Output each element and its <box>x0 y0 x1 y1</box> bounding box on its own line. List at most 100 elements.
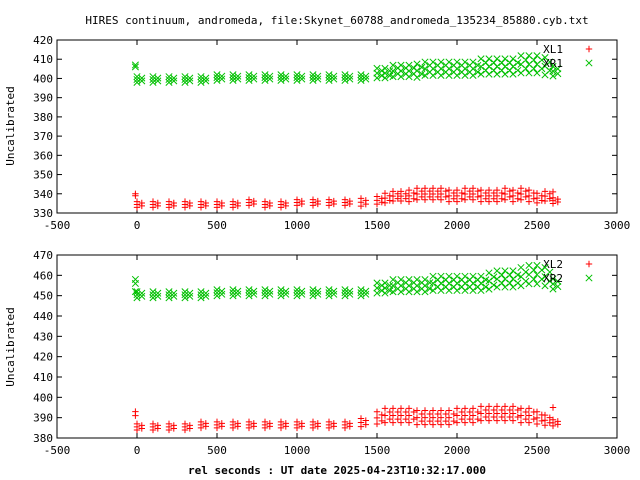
data-point-cross <box>421 65 429 73</box>
data-point-cross <box>277 286 285 294</box>
data-point-plus <box>234 199 241 207</box>
data-point-plus <box>482 406 489 414</box>
y-tick-label: 420 <box>33 351 53 364</box>
data-point-plus <box>485 186 493 194</box>
data-point-plus <box>506 406 513 414</box>
data-point-plus <box>538 417 545 425</box>
data-point-cross <box>413 67 421 75</box>
data-point-plus <box>132 192 139 199</box>
data-point-cross <box>413 73 421 81</box>
data-point-plus <box>410 195 417 202</box>
data-point-plus <box>389 412 397 419</box>
data-point-cross <box>181 288 189 296</box>
data-point-cross <box>325 289 333 297</box>
legend-marker <box>585 45 593 53</box>
data-point-plus <box>522 408 529 416</box>
data-point-plus <box>541 411 549 419</box>
data-point-cross <box>138 289 146 297</box>
data-point-plus <box>509 192 517 200</box>
data-point-cross <box>405 282 413 290</box>
data-point-cross <box>549 275 557 283</box>
data-point-cross <box>197 75 205 84</box>
data-point-plus <box>498 413 505 421</box>
data-point-cross <box>165 288 173 296</box>
data-point-cross <box>453 286 461 295</box>
data-point-cross <box>445 272 453 280</box>
data-point-plus <box>517 196 525 203</box>
data-point-cross <box>554 282 562 291</box>
data-point-plus <box>525 405 533 412</box>
x-tick-label: 2500 <box>524 219 551 232</box>
data-point-cross <box>154 74 162 82</box>
data-point-cross <box>133 291 141 299</box>
data-point-plus <box>186 199 193 207</box>
data-point-cross <box>213 289 221 297</box>
data-point-cross <box>213 71 221 79</box>
data-point-plus <box>477 192 485 200</box>
data-point-plus <box>234 420 241 427</box>
data-point-plus <box>517 190 525 198</box>
data-point-plus <box>461 405 469 412</box>
y-tick-label: 330 <box>33 207 53 220</box>
data-point-cross <box>437 286 445 295</box>
data-point-cross <box>493 267 501 275</box>
data-point-plus <box>410 189 417 197</box>
data-point-cross <box>362 287 370 295</box>
data-point-plus <box>461 412 469 419</box>
data-point-cross <box>362 72 370 80</box>
data-point-cross <box>389 67 397 75</box>
data-point-cross <box>234 287 242 295</box>
data-point-cross <box>298 287 306 295</box>
data-point-cross <box>181 291 189 299</box>
data-point-cross <box>533 52 541 60</box>
data-point-cross <box>509 62 517 71</box>
data-point-plus <box>437 196 445 203</box>
data-point-plus <box>154 199 161 207</box>
series-xr1 <box>131 52 562 86</box>
data-point-cross <box>261 71 269 79</box>
data-point-plus <box>165 198 173 205</box>
data-point-plus <box>517 185 525 192</box>
data-point-cross <box>453 272 461 280</box>
data-point-plus <box>525 198 533 205</box>
data-point-plus <box>381 419 389 426</box>
data-point-cross <box>445 286 453 295</box>
data-point-cross <box>493 275 501 283</box>
data-point-cross <box>170 74 178 82</box>
data-point-cross <box>554 277 562 285</box>
data-point-plus <box>549 404 557 411</box>
data-point-cross <box>501 55 509 63</box>
data-point-cross <box>186 74 194 82</box>
data-point-cross <box>445 279 453 287</box>
data-point-cross <box>493 70 501 78</box>
data-point-cross <box>405 73 413 81</box>
x-tick-label: 3000 <box>604 444 631 457</box>
data-point-plus <box>437 421 445 428</box>
y-tick-label: 400 <box>33 391 53 404</box>
data-point-plus <box>517 419 525 426</box>
plot-frame <box>56 39 618 214</box>
y-tick-label: 470 <box>33 249 53 262</box>
data-point-cross <box>309 286 317 294</box>
data-point-plus <box>298 420 305 427</box>
data-point-plus <box>517 412 525 419</box>
data-point-cross <box>261 289 269 297</box>
data-point-plus <box>445 421 453 428</box>
data-point-plus <box>266 199 273 207</box>
data-point-plus <box>434 417 441 425</box>
data-point-cross <box>389 282 397 290</box>
data-point-plus <box>165 420 173 428</box>
data-point-cross <box>485 62 493 71</box>
data-point-cross <box>293 74 301 82</box>
y-tick-label: 370 <box>33 130 53 143</box>
data-point-cross <box>490 281 498 289</box>
y-tick-label: 360 <box>33 149 53 162</box>
data-point-cross <box>154 289 162 297</box>
data-point-cross <box>381 289 389 297</box>
legend-label: XL2 <box>543 258 563 271</box>
data-point-cross <box>298 72 306 80</box>
data-point-plus <box>418 410 425 418</box>
data-point-plus <box>213 198 221 205</box>
data-point-cross <box>485 55 493 63</box>
data-point-cross <box>469 272 477 280</box>
